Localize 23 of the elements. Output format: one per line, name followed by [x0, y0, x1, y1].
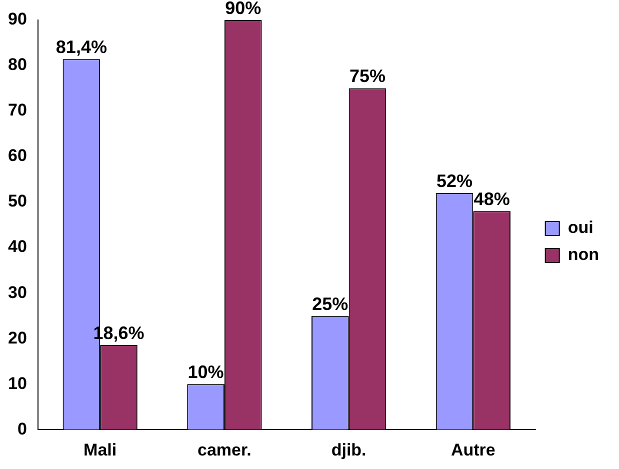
y-tick-label: 70: [8, 100, 27, 120]
y-tick-label: 50: [8, 192, 27, 211]
y-tick-label: 80: [8, 55, 27, 74]
x-tick-label: camer.: [198, 440, 252, 460]
legend-label: oui: [568, 218, 594, 238]
y-tick-label: 60: [8, 146, 27, 166]
y-tick-label: 40: [8, 237, 27, 256]
data-label: 25%: [312, 294, 348, 314]
y-tick-label: 10: [8, 374, 27, 393]
y-tick-label: 0: [17, 419, 27, 438]
y-tick-label: 90: [8, 10, 27, 29]
data-label: 90%: [225, 0, 262, 18]
data-label: 52%: [436, 170, 473, 191]
x-tick-label: Autre: [450, 440, 496, 460]
y-tick-label: 30: [8, 282, 27, 302]
data-label: 10%: [188, 362, 224, 382]
x-tick-label: Mali: [84, 440, 117, 460]
x-tick-label: djib.: [331, 440, 366, 460]
y-tick-label: 20: [8, 328, 27, 348]
data-label: 75%: [349, 66, 386, 86]
data-label: 81,4%: [56, 37, 107, 58]
data-label: 48%: [474, 189, 510, 210]
legend-label: non: [568, 245, 600, 264]
